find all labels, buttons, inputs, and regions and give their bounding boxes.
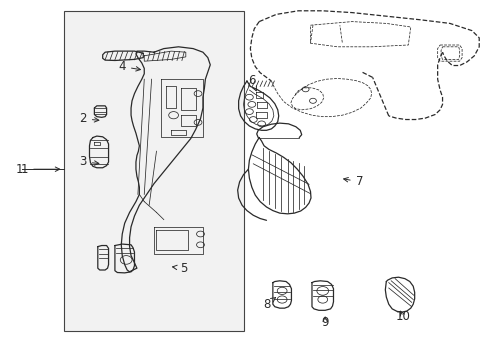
Text: 8: 8 (262, 298, 275, 311)
Text: 10: 10 (395, 310, 410, 323)
Text: 9: 9 (321, 316, 328, 329)
Text: 3: 3 (79, 156, 99, 168)
Text: 2: 2 (79, 112, 99, 125)
Text: 6: 6 (247, 75, 256, 91)
Text: 1: 1 (20, 163, 60, 176)
Text: 5: 5 (172, 262, 187, 275)
Text: 4: 4 (118, 60, 140, 73)
Bar (63, 11, 244, 331)
Text: 1: 1 (16, 163, 23, 176)
Text: 7: 7 (343, 175, 363, 188)
